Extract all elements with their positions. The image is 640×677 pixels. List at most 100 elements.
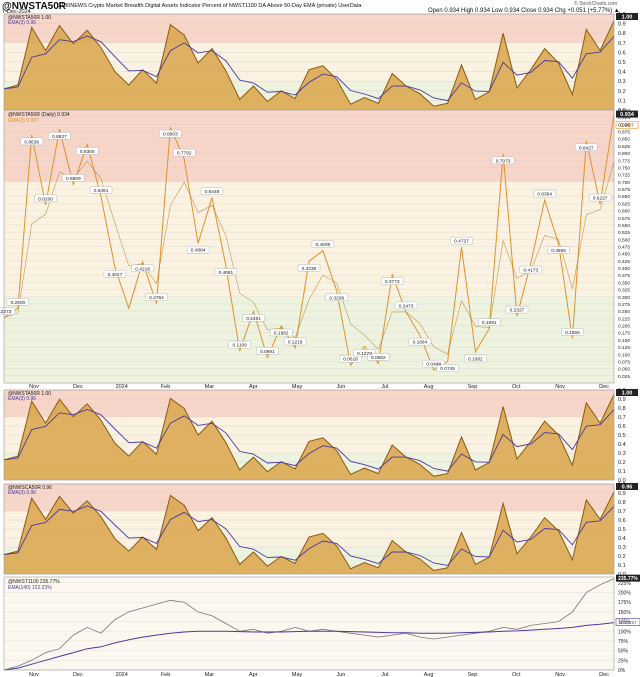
x-tick-label: Dec: [599, 672, 609, 677]
last-value-box: [616, 483, 638, 490]
data-label: 0.8427: [579, 145, 594, 151]
ema-line: [3, 408, 615, 472]
price-panel-bg: [4, 577, 614, 670]
x-tick-label: May: [292, 672, 303, 677]
y-tick-label: 0.150: [618, 338, 630, 344]
y-tick-label: 0.0: [618, 478, 626, 484]
data-label: 0.6491: [94, 188, 109, 194]
y-tick-label: 0.1: [618, 98, 626, 104]
x-tick-label: Dec: [73, 672, 83, 677]
data-label-box: [200, 187, 224, 195]
y-tick-label: 0.575: [618, 216, 630, 222]
y-tick-label: 0.7: [618, 415, 626, 421]
data-label-box: [491, 156, 515, 165]
legend-ema: EMA(140) 122.23%: [8, 585, 52, 591]
chart-date: 7-Dec-2024: [2, 9, 31, 15]
x-tick-label: Mar: [205, 672, 215, 677]
y-tick-label: 0.675: [618, 187, 630, 193]
y-tick-label: 0.875: [618, 130, 630, 136]
x-tick-label: Nov: [555, 384, 565, 390]
y-tick-label: 0.8: [618, 31, 626, 37]
data-label-box: [380, 277, 404, 285]
y-tick-label: 1.0: [618, 482, 626, 488]
data-label: 0.2600: [11, 300, 26, 306]
data-label-box: [62, 174, 85, 182]
data-label: 0.3209: [329, 295, 344, 301]
y-tick-label: 0.075: [618, 359, 630, 365]
last-ema-label: 0.907: [620, 123, 634, 129]
data-label-box: [367, 353, 390, 361]
y-tick-label: 0.750: [618, 165, 630, 171]
y-tick-label: 0.5: [618, 60, 626, 66]
data-label: 0.4218: [135, 266, 150, 272]
data-label-box: [131, 264, 154, 272]
data-label-box: [450, 236, 473, 245]
ema-line: [3, 35, 615, 102]
data-label-box: [325, 293, 348, 301]
legend-series: @NWSTA50R 1.00: [8, 15, 51, 21]
x-tick-label: Mar: [205, 384, 215, 390]
y-tick-label: 0%: [618, 668, 626, 674]
y-tick-label: 0.525: [618, 230, 630, 236]
y-tick-label: 0.125: [618, 345, 630, 351]
breadth-panel-2: [3, 389, 638, 481]
data-label: 0.1218: [288, 339, 303, 345]
y-tick-label: 0.2: [618, 89, 626, 95]
y-tick-label: 0.4: [618, 536, 626, 542]
y-tick-label: 0.025: [618, 374, 630, 380]
data-label-box: [228, 340, 251, 349]
ohlc-readout: Open 0.934 High 0.934 Low 0.934 Close 0.…: [428, 8, 620, 14]
legend-ema: EMA(3) 0.907: [8, 118, 39, 124]
y-tick-label: 0.8: [618, 406, 626, 412]
y-tick-label: 0.4: [618, 70, 626, 76]
y-tick-label: 0.475: [618, 245, 630, 251]
legend-ema: EMA(3) 0.96: [8, 396, 36, 402]
data-label: 0.0618: [343, 357, 358, 363]
breadth-area: [4, 20, 614, 111]
y-tick-label: 0.825: [618, 144, 630, 150]
chart-description: 2100NEWS Crypto Market Breadth Digital A…: [58, 3, 362, 9]
data-label: 0.0682: [371, 355, 386, 361]
x-tick-label: Apr: [249, 384, 258, 390]
y-tick-label: 0.600: [618, 209, 630, 215]
data-label: 0.1082: [468, 356, 483, 362]
data-label-box: [89, 186, 113, 194]
y-tick-label: 175%: [618, 600, 631, 606]
price-ema-line: [3, 622, 615, 671]
data-label: 0.4091: [218, 270, 233, 276]
x-tick-label: Feb: [161, 672, 170, 677]
y-tick-label: 150%: [618, 610, 631, 616]
data-label: 0.1982: [274, 331, 289, 337]
data-label-box: [48, 132, 71, 140]
data-label-box: [214, 268, 238, 276]
x-tick-label: 2024: [116, 384, 128, 390]
x-tick-label: Nov: [29, 384, 39, 390]
y-tick-label: 0.6: [618, 518, 626, 524]
data-label: 0.7973: [496, 158, 511, 164]
x-tick-label: Jun: [336, 672, 345, 677]
y-tick-label: 0.5: [618, 433, 626, 439]
x-tick-label: Dec: [73, 384, 83, 390]
panel-frame: [3, 109, 615, 384]
daily-panel: [0, 109, 639, 384]
last-value-box: [616, 13, 638, 20]
daily-line: [3, 114, 615, 371]
x-tick-label: 2024: [116, 672, 128, 677]
y-tick-label: 0.725: [618, 173, 630, 179]
y-tick-label: 0.175: [618, 331, 630, 337]
y-tick-label: 0.900: [618, 122, 630, 128]
y-tick-label: 0.8: [618, 500, 626, 506]
y-tick-label: 0.9: [618, 491, 626, 497]
data-label-box: [242, 314, 265, 322]
data-label: 0.4864: [191, 248, 206, 254]
data-label: 0.0448: [426, 362, 441, 368]
y-tick-label: 200%: [618, 591, 631, 597]
x-tick-label: Jul: [381, 672, 388, 677]
last-value-box: [616, 110, 638, 118]
y-tick-label: 125%: [618, 620, 631, 626]
data-label-box: [270, 328, 293, 337]
data-label-box: [588, 193, 612, 202]
x-tick-label: Oct: [512, 672, 521, 677]
data-label-box: [34, 194, 57, 203]
data-label: 0.7792: [177, 151, 192, 157]
